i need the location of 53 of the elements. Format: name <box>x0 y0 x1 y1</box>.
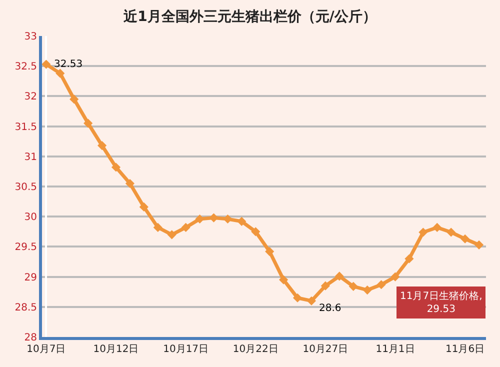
x-tick-label: 10月7日 <box>26 344 66 355</box>
point <box>167 230 176 240</box>
point <box>418 228 428 237</box>
point <box>279 275 288 284</box>
point <box>223 214 232 224</box>
point <box>432 222 442 232</box>
point <box>237 216 246 226</box>
data-label: 32.53 <box>54 59 83 70</box>
y-tick-label: 32.5 <box>14 62 37 73</box>
point <box>195 214 204 224</box>
point <box>474 240 484 250</box>
point <box>348 282 358 291</box>
point <box>70 94 79 104</box>
x-tick-label: 10月27日 <box>302 344 348 355</box>
point <box>292 293 302 302</box>
y-tick-label: 30 <box>24 212 37 224</box>
y-tick-label: 29 <box>24 272 37 284</box>
point <box>334 272 344 281</box>
x-tick-label: 11月6日 <box>446 344 485 355</box>
y-tick-label: 31 <box>24 152 37 163</box>
point <box>84 118 93 128</box>
y-tick-label: 30.5 <box>14 182 37 193</box>
point <box>97 141 107 150</box>
point <box>362 285 372 295</box>
x-tick-label: 10月17日 <box>163 344 209 355</box>
annotation: 11月7日生猪价格, 29.53 <box>400 290 482 315</box>
point <box>446 228 456 237</box>
point <box>390 272 400 282</box>
x-tick-label: 10月22日 <box>232 344 278 355</box>
x-tick-label: 10月12日 <box>93 344 139 355</box>
point <box>306 296 316 306</box>
point <box>376 280 386 290</box>
point <box>139 202 148 212</box>
y-tick-label: 28 <box>24 332 37 344</box>
point <box>42 60 51 69</box>
point <box>460 234 470 244</box>
y-tick-label: 29.5 <box>14 242 37 254</box>
data-label: 28.6 <box>319 303 342 314</box>
x-tick-label: 11月1日 <box>376 344 415 355</box>
point <box>404 254 414 264</box>
point <box>251 227 260 236</box>
y-tick-label: 31.5 <box>14 122 37 133</box>
chart-title: 近1月全国外三元生猪出栏价（元/公斤） <box>122 8 376 25</box>
point <box>265 246 274 256</box>
y-tick-label: 33 <box>24 32 37 42</box>
point <box>181 222 190 232</box>
point <box>320 281 330 290</box>
point <box>125 178 135 188</box>
y-tick-label: 32 <box>24 92 37 103</box>
point <box>153 222 162 232</box>
point <box>56 68 65 78</box>
point <box>111 162 121 172</box>
y-tick-label: 28.5 <box>14 302 37 314</box>
